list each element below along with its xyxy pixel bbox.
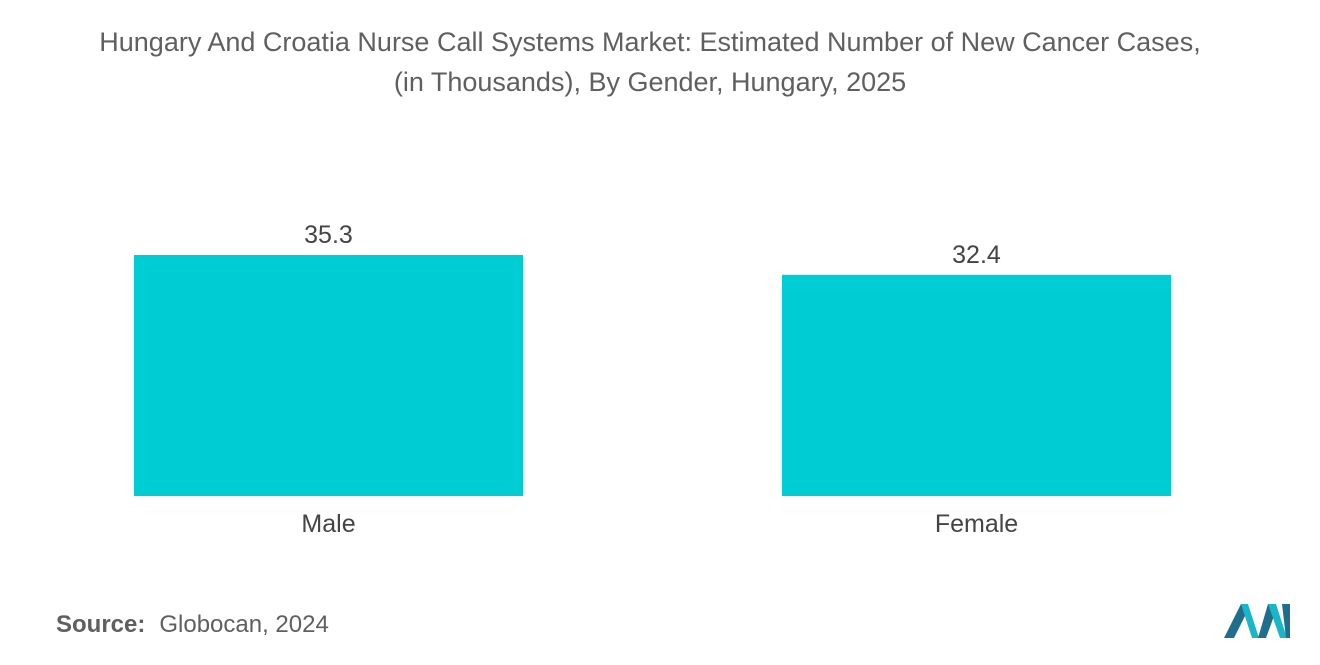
chart-title-line-2: (in Thousands), By Gender, Hungary, 2025: [393, 67, 907, 97]
logo-middle-stroke: [1258, 604, 1274, 638]
logo-left-diagonal: [1241, 604, 1259, 638]
logo-right-diagonal: [1268, 604, 1287, 638]
bar-female: [782, 274, 1171, 496]
source-value: Globocan, 2024: [159, 611, 329, 638]
logo-left-stroke: [1224, 604, 1246, 638]
data-label-female: 32.4: [952, 241, 1001, 269]
logo-right-stroke: [1282, 604, 1290, 638]
source-label: Source:: [56, 611, 146, 638]
brand-logo-icon: [1224, 604, 1290, 638]
x-tick-label-male: Male: [301, 510, 355, 538]
bar-male: [134, 255, 523, 496]
chart-title-line-1: Hungary And Croatia Nurse Call Systems M…: [99, 27, 1201, 57]
source-note: Source: Globocan, 2024: [56, 611, 329, 639]
x-tick-label-female: Female: [935, 510, 1018, 538]
chart-title: Hungary And Croatia Nurse Call Systems M…: [0, 22, 1300, 102]
data-label-male: 35.3: [304, 221, 353, 249]
